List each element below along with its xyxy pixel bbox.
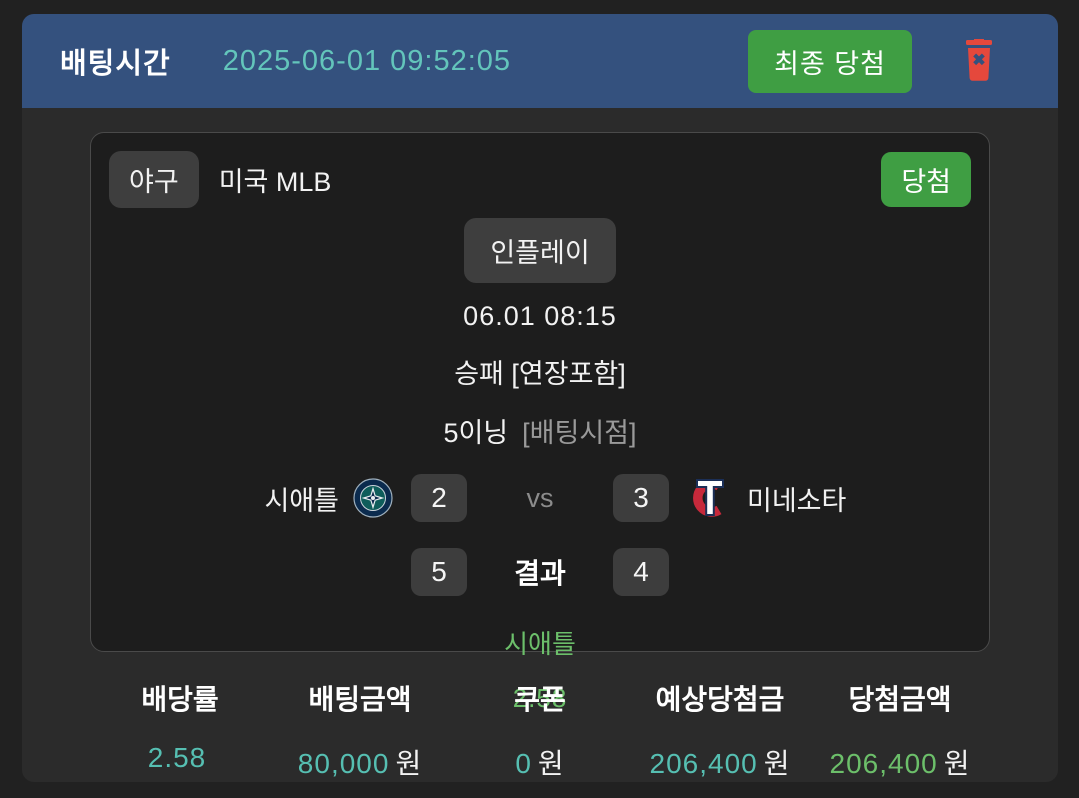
stat-value: 206,400 원 bbox=[829, 748, 971, 779]
stat-label: 당첨금액 bbox=[848, 684, 952, 715]
delete-bet-button[interactable] bbox=[960, 36, 998, 84]
result-label: 결과 bbox=[514, 558, 566, 589]
bet-history-panel: 배팅시간 2025-06-01 09:52:05 최종 당첨 야구 미국 MLB… bbox=[22, 14, 1058, 782]
stat-odds: 배당률 2.58 bbox=[90, 678, 270, 782]
picked-odds: 2.58 bbox=[512, 683, 568, 713]
home-score-at-bet: 2 bbox=[411, 474, 467, 522]
away-final-score: 4 bbox=[613, 548, 669, 596]
league-label: 미국 MLB bbox=[218, 167, 332, 197]
inning-label: 5이닝 bbox=[443, 418, 509, 448]
inning-note: [배팅시점] bbox=[522, 418, 637, 448]
inning-line: 5이닝 [배팅시점] bbox=[443, 411, 636, 450]
vs-label: vs bbox=[526, 482, 554, 513]
home-team-cell: 시애틀 bbox=[264, 478, 393, 518]
final-result-button[interactable]: 최종 당첨 bbox=[748, 29, 912, 93]
home-team-name: 시애틀 bbox=[264, 485, 339, 516]
sport-badge: 야구 bbox=[109, 151, 199, 208]
stat-value: 80,000 원 bbox=[297, 748, 423, 779]
minnesota-twins-logo bbox=[687, 477, 733, 519]
stat-expected-winnings: 예상당첨금 206,400 원 bbox=[630, 678, 810, 782]
stat-value: 206,400 원 bbox=[649, 748, 791, 779]
picked-team: 시애틀 bbox=[504, 629, 576, 659]
play-type-badge: 인플레이 bbox=[464, 218, 616, 283]
stat-label: 쿠폰 bbox=[514, 684, 566, 715]
away-score-at-bet: 3 bbox=[613, 474, 669, 522]
match-card: 야구 미국 MLB 당첨 인플레이 06.01 08:15 승패 [연장포함] … bbox=[90, 132, 990, 713]
bet-header: 배팅시간 2025-06-01 09:52:05 최종 당첨 bbox=[22, 14, 1058, 108]
market-label: 승패 [연장포함] bbox=[454, 359, 626, 389]
stat-value: 2.58 bbox=[147, 742, 207, 773]
match-start-time: 06.01 08:15 bbox=[463, 301, 617, 331]
stat-bet-amount: 배팅금액 80,000 원 bbox=[270, 678, 450, 782]
stat-label: 배당률 bbox=[141, 684, 219, 715]
stat-label: 배팅금액 bbox=[308, 684, 412, 715]
stat-label: 예상당첨금 bbox=[655, 684, 785, 715]
home-final-score: 5 bbox=[411, 548, 467, 596]
away-team-name: 미네소타 bbox=[747, 485, 847, 516]
bet-time-label: 배팅시간 bbox=[60, 48, 171, 80]
bet-body: 야구 미국 MLB 당첨 인플레이 06.01 08:15 승패 [연장포함] … bbox=[22, 108, 1058, 782]
stat-winnings: 당첨금액 206,400 원 bbox=[810, 678, 990, 782]
bet-time-value: 2025-06-01 09:52:05 bbox=[222, 44, 512, 77]
score-grid: 시애틀 2 vs 3 bbox=[109, 474, 971, 596]
trash-x-icon bbox=[960, 36, 998, 84]
result-status-badge: 당첨 bbox=[881, 152, 971, 207]
away-team-cell: 미네소타 bbox=[687, 477, 846, 519]
seattle-mariners-logo bbox=[353, 478, 393, 518]
